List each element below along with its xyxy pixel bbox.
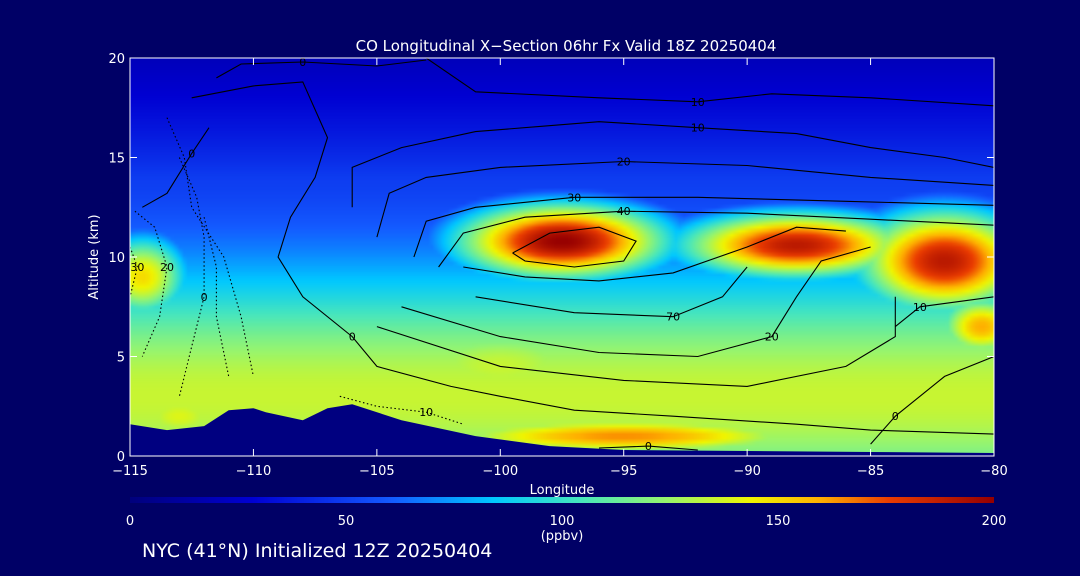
contour-line (870, 355, 994, 445)
contour-line (142, 127, 210, 208)
contour-line (463, 226, 846, 282)
contour-label: 20 (160, 261, 174, 274)
contour-label: 0 (645, 440, 652, 453)
y-tick-label: 10 (108, 251, 125, 266)
contour-line (130, 246, 138, 297)
contour-line (166, 117, 254, 377)
contour-line (401, 246, 871, 358)
contour-label: 10 (691, 122, 705, 135)
footer-caption: NYC (41°N) Initialized 12Z 20250404 (142, 540, 493, 562)
y-axis-label: Altitude (km) (87, 214, 102, 299)
y-tick-label: 0 (117, 450, 125, 465)
plot-area: 0 0 0 10 10 20 30 40 70 20 10 0 0 0 20 30 10 (130, 56, 994, 456)
contour-label: 30 (567, 191, 581, 204)
contour-label: 40 (617, 205, 631, 218)
colorbar-tick-label: 100 (550, 514, 575, 529)
contour-label: 10 (913, 301, 927, 314)
contour-layer: 0 0 0 10 10 20 30 40 70 20 10 0 0 0 20 30 10 (130, 56, 994, 453)
contour-line (134, 210, 168, 357)
axes-layer: −115 −110 −105 −100 −95 −90 −85 −80 0 5 10 15 20 (108, 52, 1007, 479)
x-tick-label: −115 (112, 464, 148, 479)
x-tick-label: −105 (359, 464, 395, 479)
contour-line (425, 58, 994, 107)
x-tick-label: −95 (610, 464, 637, 479)
contour-line (512, 226, 637, 268)
x-axis-label: Longitude (530, 483, 595, 498)
contour-label: 10 (419, 406, 433, 419)
colorbar-tick-label: 200 (982, 514, 1007, 529)
contour-line (178, 157, 205, 397)
colorbar-ticks: 0 50 100 150 200 (126, 514, 1007, 529)
terrain (130, 404, 994, 456)
contour-label: 10 (691, 96, 705, 109)
contour-line (438, 210, 994, 268)
contour-line (376, 160, 994, 238)
terrain-layer (130, 404, 994, 456)
colorbar (130, 497, 994, 503)
x-tick-label: −100 (482, 464, 518, 479)
x-tick-label: −85 (857, 464, 884, 479)
contour-label: 0 (201, 291, 208, 304)
x-tick-label: −90 (733, 464, 760, 479)
contour-label: 30 (130, 261, 144, 274)
contour-line (598, 445, 698, 451)
contour-label: 0 (299, 56, 306, 69)
contour-line (191, 81, 994, 435)
contour-line (413, 196, 994, 258)
colorbar-tick-label: 50 (338, 514, 355, 529)
contour-label: 70 (666, 311, 680, 324)
chart-title: CO Longitudinal X−Section 06hr Fx Valid … (356, 37, 777, 55)
contour-line (894, 296, 994, 328)
contour-label: 20 (765, 331, 779, 344)
contour-label: 20 (617, 156, 631, 169)
contour-label: 0 (892, 410, 899, 423)
contour-line (351, 121, 994, 208)
contour-line (376, 296, 896, 387)
x-tick-label: −110 (236, 464, 272, 479)
y-tick-label: 5 (117, 351, 125, 366)
colorbar-tick-label: 0 (126, 514, 134, 529)
contour-label: 0 (188, 148, 195, 161)
co-field-image (130, 58, 994, 456)
colorbar-unit: (ppbv) (541, 529, 584, 544)
colorbar-tick-label: 150 (766, 514, 791, 529)
contour-label: 0 (349, 331, 356, 344)
y-tick-label: 20 (108, 52, 125, 67)
contour-line (475, 266, 748, 318)
contour-line (203, 217, 230, 377)
y-tick-label: 15 (108, 152, 125, 167)
x-tick-label: −80 (980, 464, 1007, 479)
contour-line (216, 59, 427, 79)
